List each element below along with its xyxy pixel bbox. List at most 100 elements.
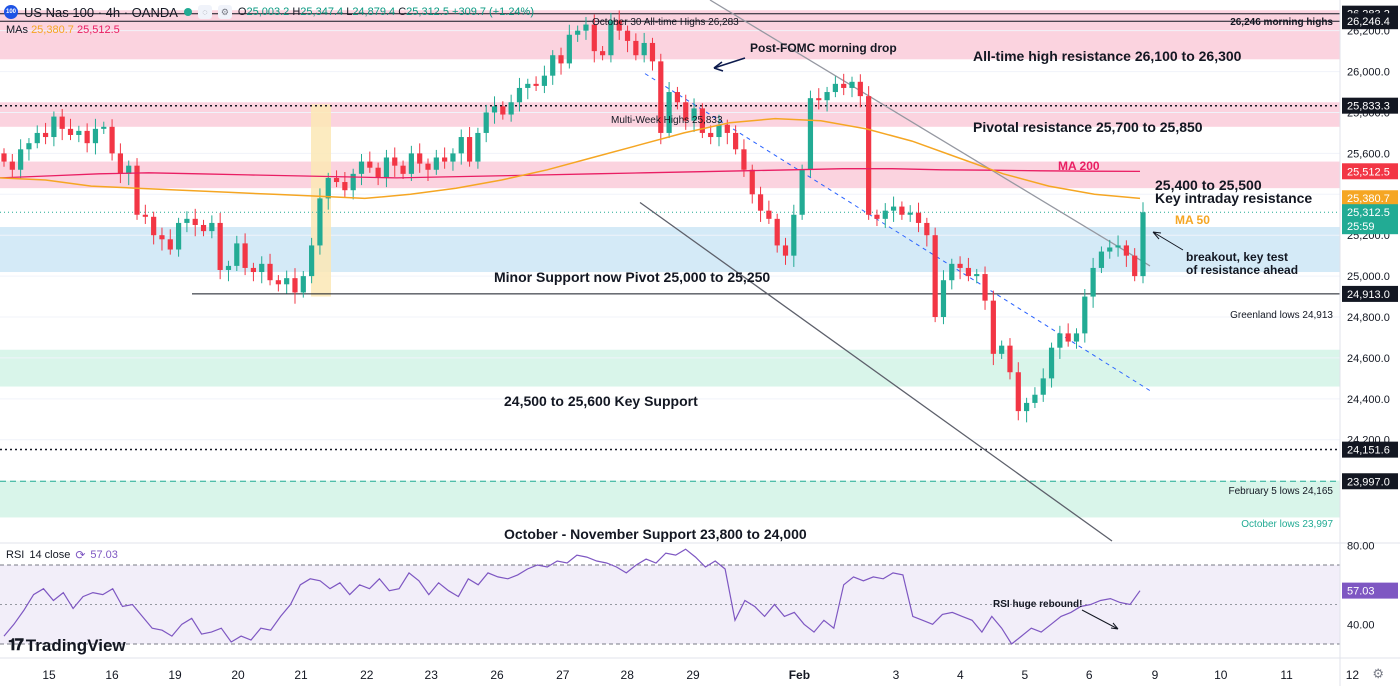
candle-body <box>599 51 606 56</box>
x-axis-label: 15 <box>42 668 56 682</box>
candle-body <box>184 218 190 223</box>
price-tag <box>1342 441 1398 458</box>
rsi-tag-text: 57.03 <box>1347 586 1375 598</box>
annotation-breakout-1: breakout, key test <box>1186 250 1288 264</box>
settings-icon[interactable]: ⚙ <box>217 5 232 19</box>
candle-body <box>525 83 531 88</box>
candle-body <box>466 137 473 162</box>
candle-body <box>857 81 863 97</box>
candle-body <box>59 116 65 129</box>
rsi-value: 57.03 <box>90 549 118 561</box>
candle-body <box>325 177 331 199</box>
price-tag <box>1342 190 1398 207</box>
candle-body <box>400 165 406 174</box>
candle-body <box>899 206 905 215</box>
candle-body <box>167 239 173 250</box>
candle-body <box>392 157 398 166</box>
price-tag <box>1342 285 1398 302</box>
label-greenland: Greenland lows 24,913 <box>1230 310 1333 321</box>
candle-body <box>1123 245 1129 256</box>
candle-body <box>649 42 656 62</box>
candle-body <box>408 153 414 174</box>
candle-body <box>616 20 622 31</box>
price-axis-label: 26,000.0 <box>1347 67 1390 79</box>
candle-body <box>458 137 464 154</box>
candle-body <box>1015 372 1021 412</box>
candle-body <box>500 106 506 115</box>
price-tag-text: 25,833.3 <box>1347 101 1390 113</box>
market-open-dot-icon <box>183 8 192 16</box>
candle-body <box>333 177 340 183</box>
price-tag-text: 24,913.0 <box>1347 289 1390 301</box>
x-axis-label: 9 <box>1152 668 1159 682</box>
candle-body <box>1140 212 1146 277</box>
candle-body <box>67 128 74 135</box>
candle-body <box>151 216 157 236</box>
candle-body <box>1090 267 1096 297</box>
candle-body <box>383 157 390 178</box>
candle-body <box>733 132 739 150</box>
candle-body <box>641 42 647 56</box>
refresh-icon[interactable]: ⟳ <box>75 548 86 562</box>
candle-body <box>1024 402 1030 412</box>
label-oct30: October 30 All-time Highs 26,283 <box>592 17 739 28</box>
price-tag-text: 24,151.6 <box>1347 445 1390 457</box>
candle-body <box>109 126 115 154</box>
fomc-arrow <box>713 57 746 69</box>
annotation-ma50: MA 50 <box>1175 213 1210 227</box>
ma50-line <box>0 117 1141 200</box>
candle-body <box>882 210 888 219</box>
candle-body <box>516 87 523 103</box>
ma200-value: 25,512.5 <box>76 24 120 36</box>
candle-body <box>1115 245 1121 248</box>
rsi-axis-label: 40.00 <box>1347 619 1375 631</box>
candle-body <box>924 222 930 236</box>
candle-body <box>691 108 697 121</box>
candle-body <box>957 263 963 268</box>
price-axis-label: 24,600.0 <box>1347 353 1390 365</box>
x-axis-label: 29 <box>686 668 700 682</box>
candle-body <box>475 132 481 162</box>
candle-body <box>309 245 315 277</box>
candle-body <box>483 112 489 133</box>
x-axis-label: 23 <box>425 668 439 682</box>
candle-body <box>816 98 822 101</box>
candle-body <box>907 212 913 215</box>
symbol-title[interactable]: US Nas 100 · 4h · OANDA <box>24 4 178 20</box>
x-axis-label: 16 <box>105 668 119 682</box>
candle-body <box>1048 347 1055 379</box>
eye-off-icon[interactable]: ◌ <box>197 5 212 19</box>
candle-body <box>275 280 281 285</box>
candle-body <box>699 108 705 133</box>
x-axis-label: Feb <box>789 668 810 682</box>
candle-body <box>724 124 730 133</box>
x-axis-label: 11 <box>1280 668 1293 682</box>
label-key-support: 24,500 to 25,600 Key Support <box>504 393 698 409</box>
candle-body <box>824 92 830 101</box>
candle-body <box>217 222 223 270</box>
candle-body <box>591 24 597 52</box>
candle-body <box>741 149 747 170</box>
candle-body <box>766 210 772 219</box>
candle-body <box>624 30 631 41</box>
label-ath-resistance: All-time high resistance 26,100 to 26,30… <box>973 48 1242 64</box>
price-axis-label: 25,000.0 <box>1347 271 1390 283</box>
candle-body <box>807 98 814 170</box>
label-oct-nov-support: October - November Support 23,800 to 24,… <box>504 526 807 542</box>
zone-intraday-resistance <box>0 161 1340 189</box>
x-axis-label: 3 <box>893 668 900 682</box>
candle-body <box>425 163 431 170</box>
ma50-value: 25,380.7 <box>31 24 74 36</box>
gear-icon[interactable]: ⚙ <box>1372 666 1384 681</box>
ma-legend[interactable]: MAs 25,380.7 25,512.5 <box>6 24 120 36</box>
zone-oct-nov-support <box>0 480 1340 518</box>
candle-body <box>774 218 780 246</box>
candle-body <box>749 169 755 195</box>
label-octlows: October lows 23,997 <box>1241 519 1333 530</box>
candle-body <box>342 182 348 191</box>
candle-body <box>1073 333 1080 342</box>
candle-body <box>358 161 365 174</box>
x-axis-label: 28 <box>621 668 635 682</box>
rsi-legend[interactable]: RSI 14 close ⟳ 57.03 <box>6 548 118 562</box>
candle-body <box>26 143 32 150</box>
